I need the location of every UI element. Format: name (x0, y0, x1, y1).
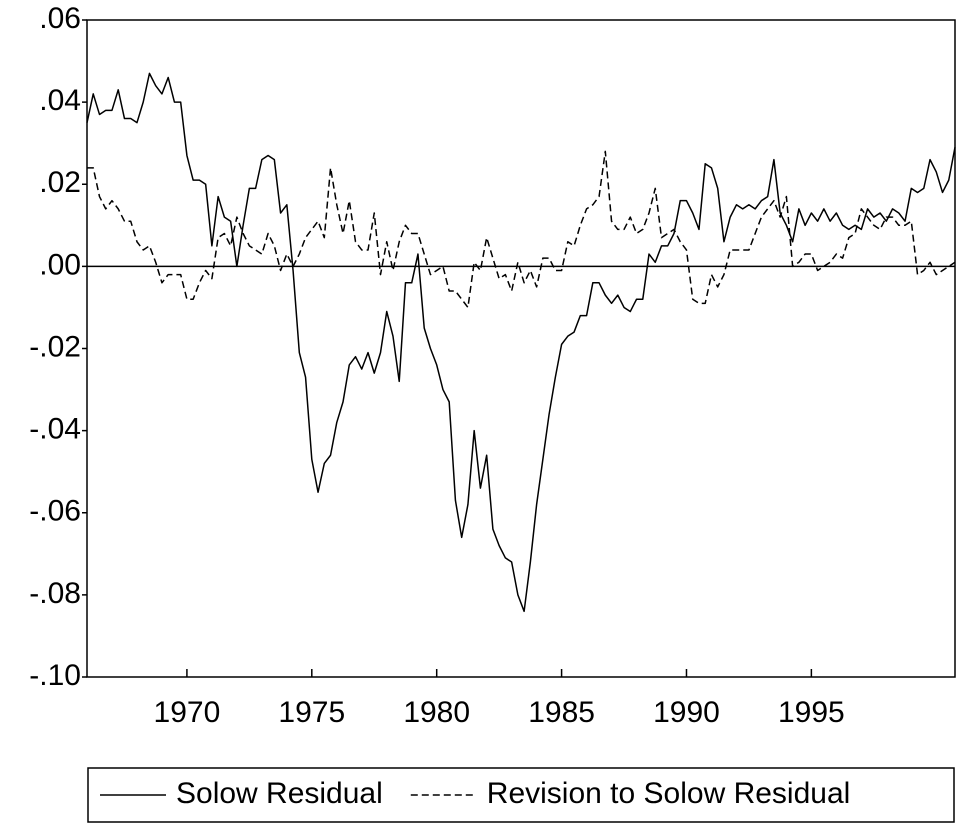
legend: Solow Residual Revision to Solow Residual (87, 767, 955, 823)
y-tick-label: -.06 (29, 495, 81, 528)
x-tick-label: 1990 (653, 696, 720, 729)
x-tick-label: 1975 (278, 696, 345, 729)
y-tick-label: -.08 (29, 577, 81, 610)
y-tick-label: -.02 (29, 330, 81, 363)
legend-label: Revision to Solow Residual (487, 777, 851, 810)
y-tick-label: -.04 (29, 413, 81, 446)
x-tick-label: 1980 (403, 696, 470, 729)
legend-label: Solow Residual (176, 777, 383, 810)
x-tick-label: 1970 (154, 696, 221, 729)
x-tick-label: 1985 (528, 696, 595, 729)
legend-box (87, 767, 955, 823)
y-tick-label: .02 (39, 166, 81, 199)
series-line (86, 72, 956, 613)
plot-frame (86, 19, 956, 678)
y-tick-label: .06 (39, 2, 81, 35)
x-tick-label: 1995 (778, 696, 845, 729)
y-tick-label: .04 (39, 84, 81, 117)
series-line (87, 150, 956, 309)
y-tick-label: -.10 (29, 659, 81, 692)
y-tick-label: .00 (39, 248, 81, 281)
